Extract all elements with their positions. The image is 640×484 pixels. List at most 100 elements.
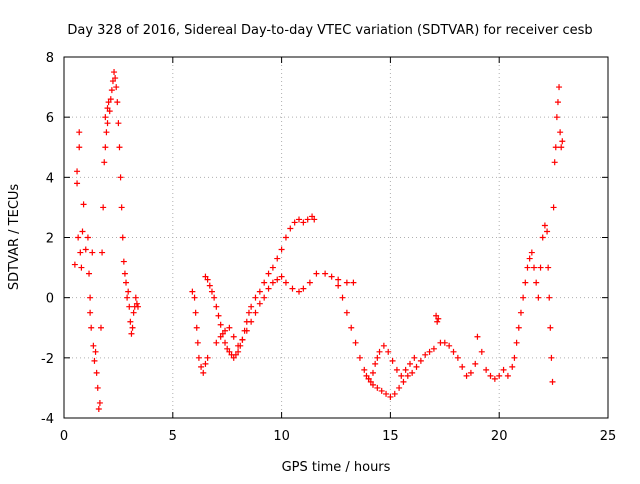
data-point [380, 342, 387, 349]
data-point [467, 369, 474, 376]
data-point [102, 144, 109, 151]
data-point [211, 294, 218, 301]
data-point [222, 339, 229, 346]
data-point [104, 120, 111, 127]
data-point [496, 372, 503, 379]
data-point [472, 360, 479, 367]
data-point [222, 327, 229, 334]
data-point [391, 390, 398, 397]
data-point [116, 144, 123, 151]
data-point [517, 309, 524, 316]
x-tick-label: 0 [60, 429, 68, 444]
data-point [335, 276, 342, 283]
data-point [383, 390, 390, 397]
data-point [509, 363, 516, 370]
data-point [557, 129, 564, 136]
data-point [202, 360, 209, 367]
data-point [513, 339, 520, 346]
data-point [88, 324, 95, 331]
data-point [413, 363, 420, 370]
data-point [417, 357, 424, 364]
data-point [213, 339, 220, 346]
data-point [204, 276, 211, 283]
data-point [385, 348, 392, 355]
data-point [528, 249, 535, 256]
data-point [193, 324, 200, 331]
data-point [426, 348, 433, 355]
data-point [551, 159, 558, 166]
data-point [105, 99, 112, 106]
data-point [552, 144, 559, 151]
data-point [198, 363, 205, 370]
data-point [328, 273, 335, 280]
y-tick-label: 8 [46, 51, 54, 66]
data-point [239, 336, 246, 343]
data-point [130, 309, 137, 316]
data-point [398, 372, 405, 379]
data-point [282, 279, 289, 286]
data-point [396, 384, 403, 391]
x-tick-label: 10 [273, 429, 290, 444]
data-point [522, 279, 529, 286]
data-point [274, 255, 281, 262]
data-point [409, 369, 416, 376]
data-point [446, 342, 453, 349]
data-point [252, 294, 259, 301]
data-point [200, 369, 207, 376]
data-point [117, 174, 124, 181]
data-point [433, 312, 440, 319]
data-point [537, 264, 544, 271]
data-point [189, 288, 196, 295]
data-point [559, 138, 566, 145]
data-point [487, 372, 494, 379]
data-point [278, 246, 285, 253]
grid [64, 57, 608, 418]
data-point [356, 354, 363, 361]
data-point [248, 303, 255, 310]
data-point [84, 234, 91, 241]
data-point [82, 246, 89, 253]
data-point [441, 339, 448, 346]
data-point [261, 294, 268, 301]
data-point [219, 330, 226, 337]
data-point [372, 360, 379, 367]
data-point [215, 312, 222, 319]
data-point [119, 234, 126, 241]
data-point [89, 249, 96, 256]
x-tick-label: 15 [382, 429, 399, 444]
data-point [123, 279, 130, 286]
data-point [549, 378, 556, 385]
data-point [90, 342, 97, 349]
data-point [387, 393, 394, 400]
data-point [107, 96, 114, 103]
data-point [547, 324, 554, 331]
data-point [204, 354, 211, 361]
data-point [192, 309, 199, 316]
data-point [558, 144, 565, 151]
data-point [102, 114, 109, 121]
data-point [367, 378, 374, 385]
data-point [96, 399, 103, 406]
data-point [106, 108, 113, 115]
data-point [404, 372, 411, 379]
data-point [504, 372, 511, 379]
x-tick-label: 25 [600, 429, 617, 444]
data-point [459, 363, 466, 370]
data-point [289, 285, 296, 292]
data-point [282, 234, 289, 241]
data-point [291, 219, 298, 226]
data-point [128, 330, 135, 337]
data-point [74, 180, 81, 187]
data-point [300, 285, 307, 292]
data-point [124, 294, 131, 301]
data-point [311, 216, 318, 223]
data-point [348, 324, 355, 331]
data-point [343, 279, 350, 286]
data-point [245, 309, 252, 316]
data-point [406, 360, 413, 367]
data-point [556, 84, 563, 91]
data-point [80, 201, 87, 208]
data-point [296, 288, 303, 295]
data-point [78, 264, 85, 271]
data-point [206, 282, 213, 289]
